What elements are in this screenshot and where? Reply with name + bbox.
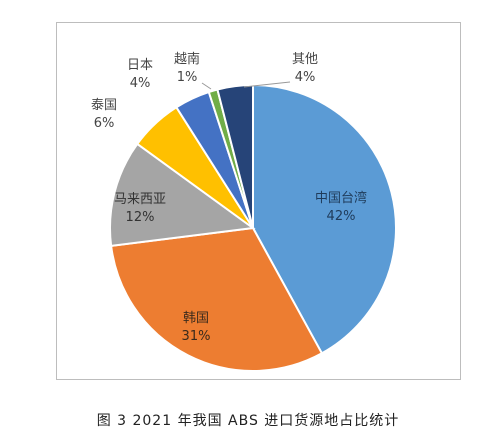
slice-label-4: 日本 xyxy=(127,58,153,73)
slice-value-1: 31% xyxy=(182,329,211,344)
pie-slice-2 xyxy=(109,142,256,248)
pie-slice-6 xyxy=(216,83,254,229)
slice-label-1: 韩国 xyxy=(183,311,209,326)
slice-label-0: 中国台湾 xyxy=(315,190,367,206)
figure-caption: 图 3 2021 年我国 ABS 进口货源地占比统计 xyxy=(96,413,400,429)
pie-chart: 中国台湾 42% 韩国 31% 马来西亚 12% 泰国 6% 日本 4% 越南 1% 其他 4% xyxy=(91,51,397,372)
slice-value-3: 6% xyxy=(94,116,115,131)
leader-line-6 xyxy=(243,81,291,88)
slice-label-3: 泰国 xyxy=(91,98,117,113)
slice-label-6: 其他 xyxy=(292,52,318,67)
pie-slice-1 xyxy=(110,226,324,372)
slice-value-6: 4% xyxy=(295,70,316,85)
slice-value-5: 1% xyxy=(177,70,198,85)
slice-value-0: 42% xyxy=(327,209,356,224)
pie-slice-0 xyxy=(252,83,397,355)
slice-label-2: 马来西亚 xyxy=(114,192,166,207)
slice-label-5: 越南 xyxy=(174,51,200,67)
slice-value-2: 12% xyxy=(126,210,155,225)
slice-value-4: 4% xyxy=(130,76,151,91)
leader-line-5 xyxy=(201,82,212,90)
